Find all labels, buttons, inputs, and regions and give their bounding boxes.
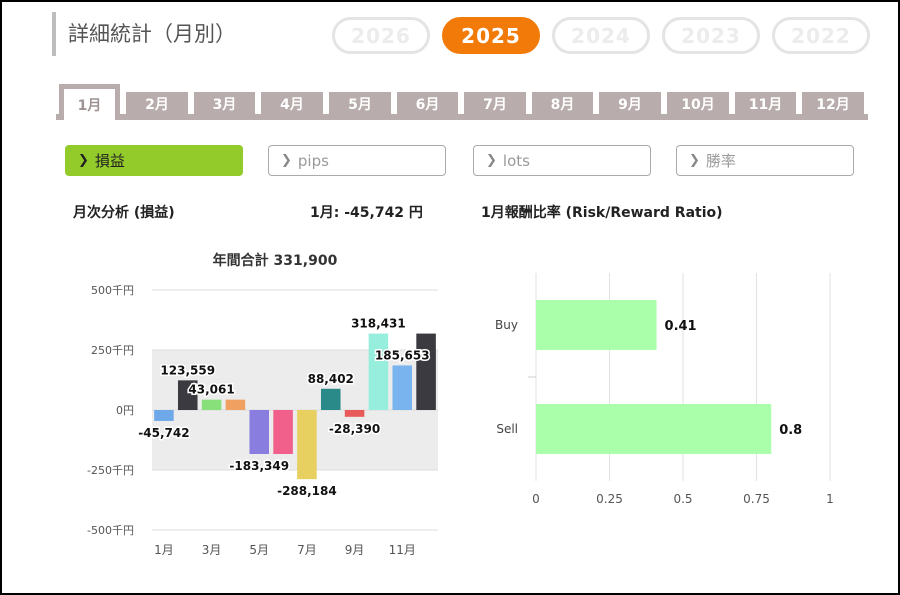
- data-label: 123,559: [160, 363, 215, 377]
- tab-month-3[interactable]: 3月: [194, 92, 255, 116]
- chevron-right-icon: ❯: [486, 153, 497, 168]
- rr-bar-buy: [536, 300, 657, 350]
- bar-3: [201, 399, 222, 410]
- bar-5: [249, 410, 270, 455]
- rr-ratio-title: 1月報酬比率 (Risk/Reward Ratio): [481, 205, 723, 221]
- year-button-2025[interactable]: 2025: [442, 17, 540, 54]
- rr-x-tick-label: 0: [532, 492, 540, 506]
- metric-label: 勝率: [705, 152, 736, 170]
- page-title: 詳細統計（月別）: [68, 22, 236, 46]
- tab-month-8[interactable]: 8月: [532, 92, 593, 116]
- monthly-analysis-title: 月次分析 (損益): [73, 205, 175, 221]
- tab-month-1[interactable]: 1月: [59, 84, 120, 120]
- x-tick-label: 3月: [202, 543, 222, 557]
- rr-data-label: 0.41: [665, 319, 697, 334]
- rr-category-label: Sell: [496, 422, 518, 436]
- rr-x-tick-label: 0.5: [673, 492, 692, 506]
- bar-10: [368, 333, 389, 410]
- chevron-right-icon: ❯: [78, 153, 89, 168]
- bar-9: [344, 410, 365, 417]
- data-label: 185,653: [375, 348, 430, 362]
- chevron-right-icon: ❯: [281, 153, 292, 168]
- rr-bar-sell: [536, 404, 772, 454]
- tab-month-12[interactable]: 12月: [802, 92, 864, 116]
- y-tick-label: 0円: [116, 404, 134, 417]
- tab-month-10[interactable]: 10月: [667, 92, 729, 116]
- chart-title: 年間合計 331,900: [213, 252, 338, 269]
- title-area: 詳細統計（月別）: [52, 12, 236, 56]
- x-tick-label: 9月: [345, 543, 365, 557]
- chevron-right-icon: ❯: [689, 153, 700, 168]
- metric-label: lots: [502, 151, 530, 170]
- bar-11: [392, 365, 413, 410]
- bar-1: [154, 410, 174, 421]
- rr-category-label: Buy: [495, 318, 518, 332]
- y-tick-label: 250千円: [91, 344, 134, 357]
- tabs-underline: [56, 114, 868, 120]
- rr-x-tick-label: 0.75: [743, 492, 770, 506]
- metric-label: 損益: [94, 152, 125, 170]
- data-label: -45,742: [138, 426, 189, 440]
- data-label: -28,390: [329, 422, 380, 436]
- year-selector: 2026 2025 2024 2023 2022: [332, 17, 870, 54]
- bar-4: [225, 399, 246, 410]
- x-tick-label: 5月: [249, 543, 269, 557]
- monthly-profit-chart: 年間合計 331,900 500千円 250千円 0円 -250千円 -500千円 -45,…: [87, 252, 438, 557]
- bar-6: [273, 410, 293, 455]
- tab-month-2[interactable]: 2月: [126, 92, 188, 116]
- tab-month-4[interactable]: 4月: [261, 92, 323, 116]
- bar-2: [177, 380, 198, 410]
- y-tick-label: -250千円: [87, 464, 134, 477]
- risk-reward-chart: 0 0.25 0.5 0.75 1 Buy 0.41 Sell 0.8: [495, 273, 834, 506]
- y-tick-label: 500千円: [91, 284, 134, 297]
- x-tick-label: 11月: [389, 543, 416, 557]
- y-tick-label: -500千円: [87, 524, 134, 537]
- metric-button-profit[interactable]: ❯ 損益: [65, 145, 243, 176]
- metric-button-pips[interactable]: ❯ pips: [268, 145, 446, 176]
- data-label: 318,431: [351, 317, 406, 331]
- x-tick-label: 1月: [154, 543, 174, 557]
- metric-button-winrate[interactable]: ❯ 勝率: [676, 145, 854, 176]
- metric-label: pips: [297, 151, 329, 170]
- data-label: -288,184: [277, 484, 337, 498]
- month-profit-summary: 1月: -45,742 円: [310, 205, 423, 221]
- x-tick-label: 7月: [297, 543, 317, 557]
- metric-button-lots[interactable]: ❯ lots: [473, 145, 651, 176]
- data-label: -183,349: [229, 459, 289, 473]
- tab-month-5[interactable]: 5月: [329, 92, 391, 116]
- month-tabs: 1月 2月 3月 4月 5月 6月 7月 8月 9月 10月 11月 12月: [56, 84, 868, 120]
- rr-x-tick-label: 1: [826, 492, 834, 506]
- bar-12: [416, 333, 436, 410]
- year-button-2026[interactable]: 2026: [332, 17, 430, 54]
- data-label: 43,061: [188, 383, 234, 397]
- rr-data-label: 0.8: [779, 423, 802, 438]
- bar-7: [297, 410, 317, 480]
- year-button-2022[interactable]: 2022: [772, 17, 870, 54]
- year-button-2023[interactable]: 2023: [662, 17, 760, 54]
- bar-8: [320, 388, 341, 410]
- tab-month-7[interactable]: 7月: [464, 92, 526, 116]
- tab-month-11[interactable]: 11月: [735, 92, 796, 116]
- data-label: 88,402: [308, 372, 354, 386]
- rr-x-tick-label: 0.25: [596, 492, 623, 506]
- tab-month-6[interactable]: 6月: [397, 92, 458, 116]
- tab-month-9[interactable]: 9月: [599, 92, 661, 116]
- year-button-2024[interactable]: 2024: [552, 17, 650, 54]
